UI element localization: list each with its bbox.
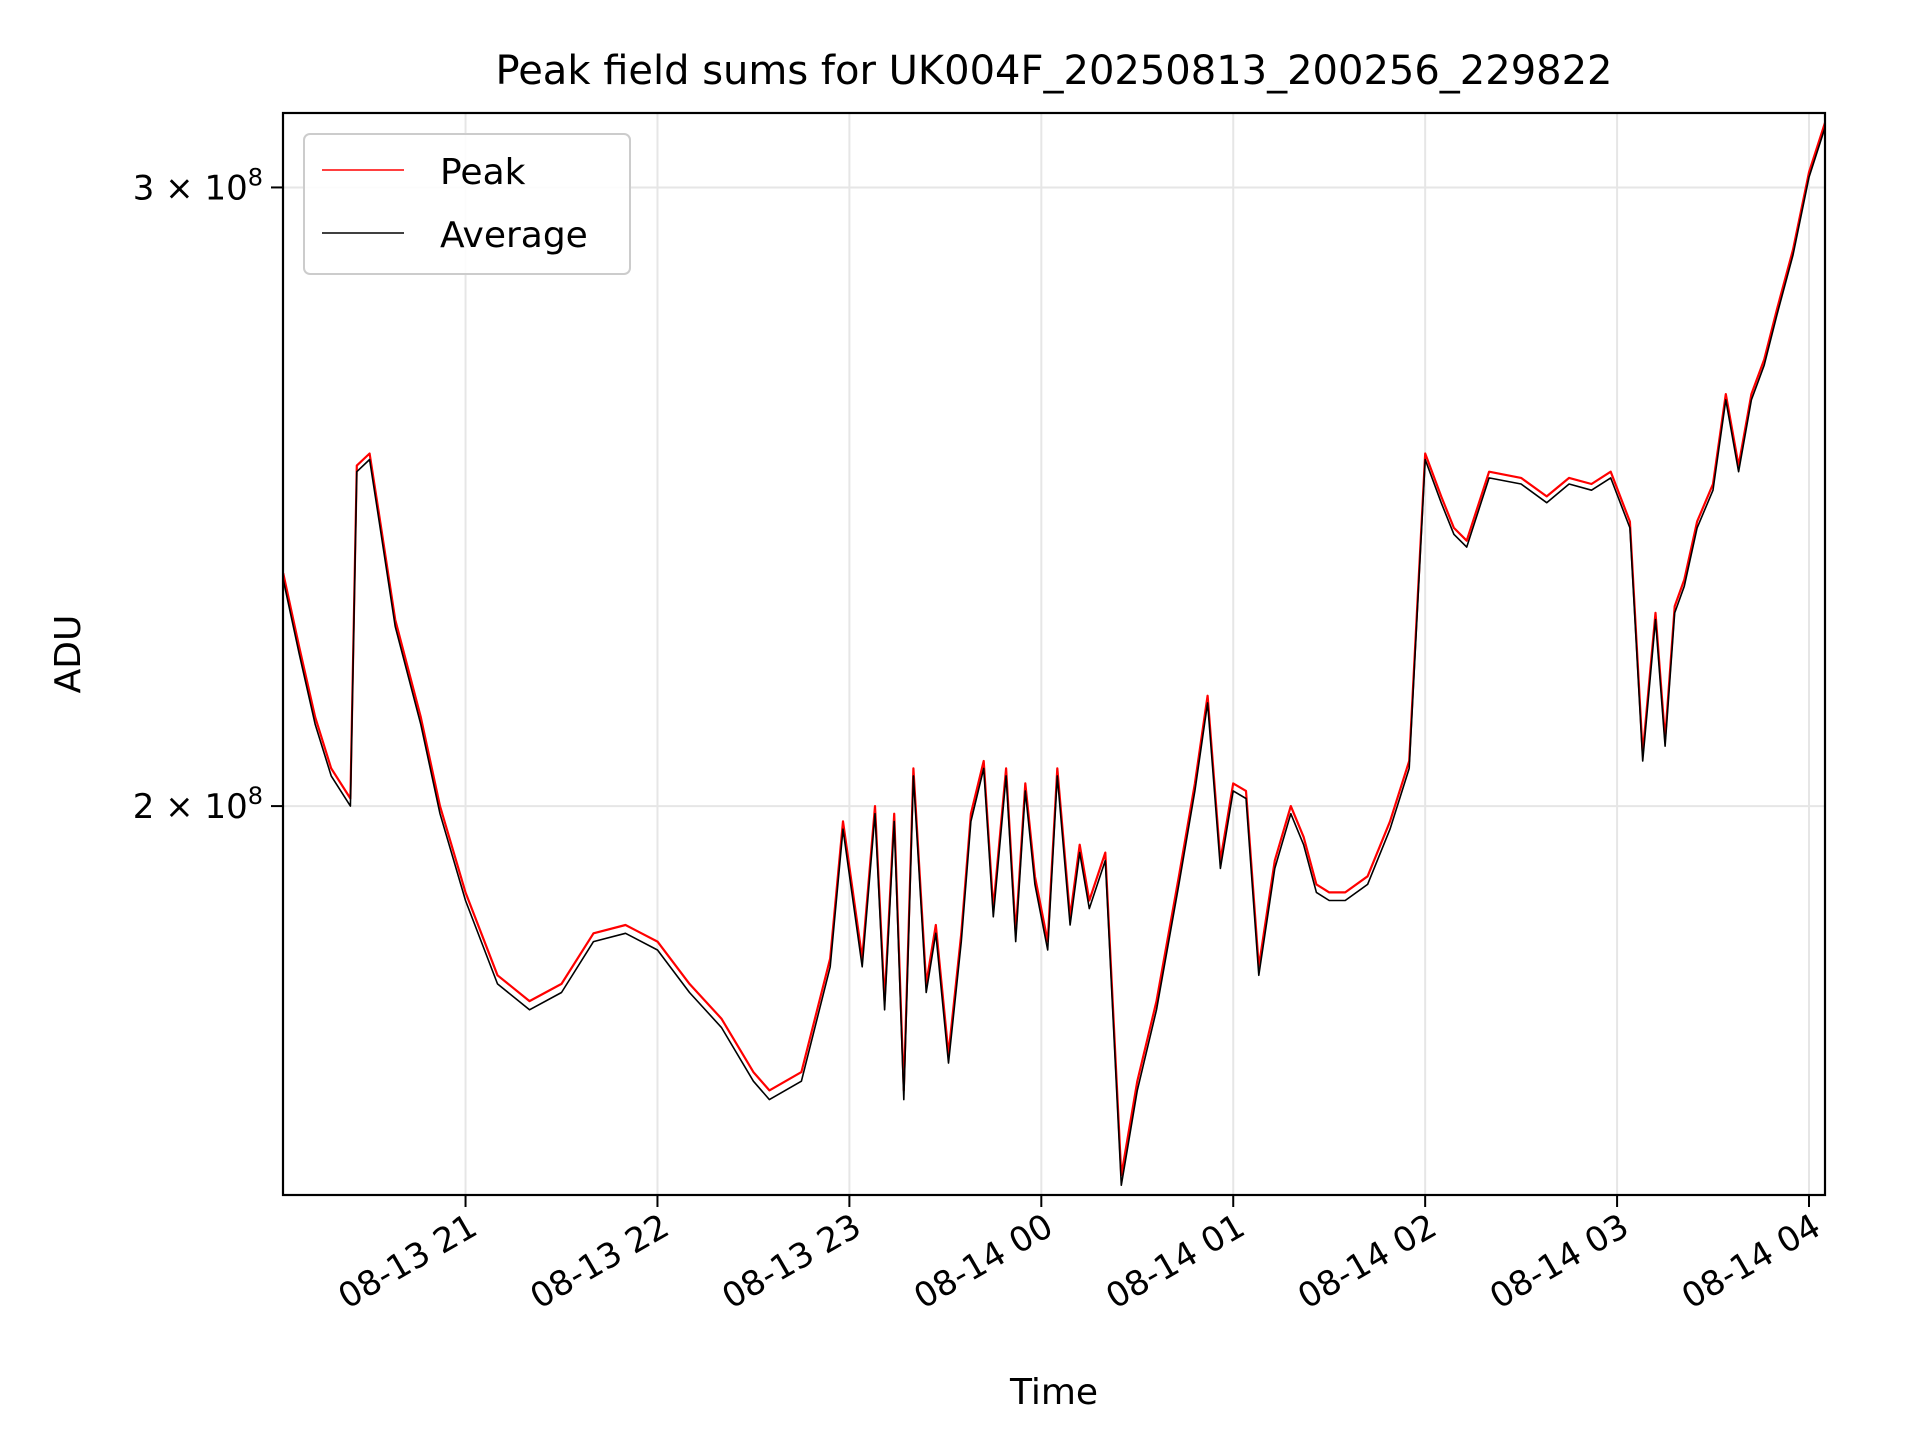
grid-lines [283, 113, 1825, 1195]
x-tick-label: 08-14 04 [1675, 1206, 1827, 1317]
x-axis-label: Time [1009, 1372, 1098, 1413]
x-tick-label: 08-14 02 [1291, 1206, 1443, 1317]
chart-title: Peak field sums for UK004F_20250813_2002… [496, 48, 1613, 94]
x-tick-label: 08-13 22 [524, 1206, 676, 1317]
series-layer [282, 122, 1827, 1186]
y-axis-ticks: 2 × 108 3 × 108 [133, 163, 283, 827]
y-tick-label: 2 × 108 [133, 782, 263, 827]
x-tick-label: 08-13 23 [715, 1206, 867, 1317]
y-tick-label: 3 × 108 [133, 163, 263, 208]
x-tick-label: 08-14 00 [907, 1206, 1059, 1317]
series-line-average [282, 127, 1826, 1186]
plot-frame [281, 111, 1827, 1197]
legend-box [303, 133, 631, 275]
legend-label-peak: Peak [440, 152, 526, 193]
x-tick-label: 08-14 03 [1483, 1206, 1635, 1317]
x-tick-label: 08-14 01 [1099, 1206, 1251, 1317]
x-axis-ticks: 08-13 21 08-13 22 08-13 23 08-14 00 08-14 01… [332, 1195, 1828, 1317]
x-tick-label: 08-13 21 [332, 1206, 484, 1317]
y-axis-label: ADU [48, 615, 89, 694]
series-line-peak [282, 122, 1827, 1177]
legend: Peak Average [303, 133, 631, 275]
legend-label-average: Average [440, 215, 588, 256]
